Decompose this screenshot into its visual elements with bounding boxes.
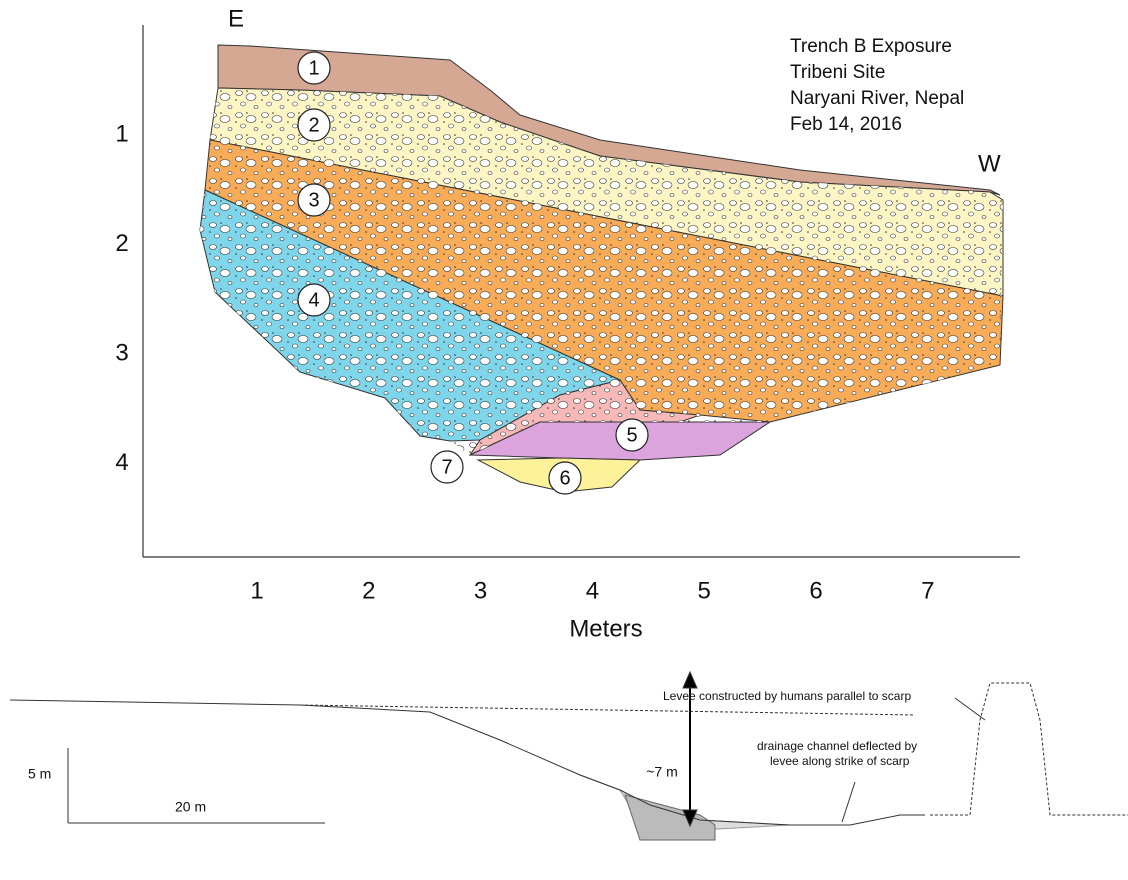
leader	[955, 698, 985, 720]
east-label: E	[228, 5, 244, 32]
unit-label: 4	[308, 289, 319, 311]
unit-label: 6	[559, 467, 570, 489]
scale-vertical-label: 5 m	[28, 766, 51, 782]
figure: E W Meters Levee constructed by humans p…	[0, 0, 1128, 875]
unit-label: 3	[308, 189, 319, 211]
y-tick-label: 1	[115, 120, 128, 147]
y-tick-label: 3	[115, 339, 128, 366]
unit-label: 1	[308, 57, 319, 79]
levee	[930, 683, 1128, 815]
leader	[842, 782, 855, 822]
x-tick-label: 1	[250, 577, 263, 604]
height-label: ~7 m	[646, 764, 678, 780]
west-label: W	[978, 150, 1001, 177]
profile	[10, 672, 1128, 840]
channel-core	[625, 795, 715, 840]
x-axis-label: Meters	[569, 615, 642, 642]
scale-horizontal-label: 20 m	[175, 799, 206, 815]
unit-label: 2	[308, 114, 319, 136]
x-tick-label: 5	[698, 577, 711, 604]
title-line: Naryani River, Nepal	[790, 88, 964, 109]
unit-label: 7	[441, 456, 452, 478]
channel-note: levee along strike of scarp	[770, 754, 910, 768]
x-tick-label: 4	[586, 577, 599, 604]
levee-note: Levee constructed by humans parallel to …	[663, 689, 911, 703]
title-line: Feb 14, 2016	[790, 114, 902, 135]
x-tick-label: 2	[362, 577, 375, 604]
title-line: Tribeni Site	[790, 62, 885, 83]
x-tick-label: 7	[921, 577, 934, 604]
x-tick-label: 6	[809, 577, 822, 604]
y-tick-label: 2	[115, 230, 128, 257]
title-line: Trench B Exposure	[790, 36, 952, 57]
channel-note: drainage channel deflected by	[757, 739, 917, 753]
unit-label: 5	[626, 424, 637, 446]
x-tick-label: 3	[474, 577, 487, 604]
y-tick-label: 4	[115, 449, 128, 476]
